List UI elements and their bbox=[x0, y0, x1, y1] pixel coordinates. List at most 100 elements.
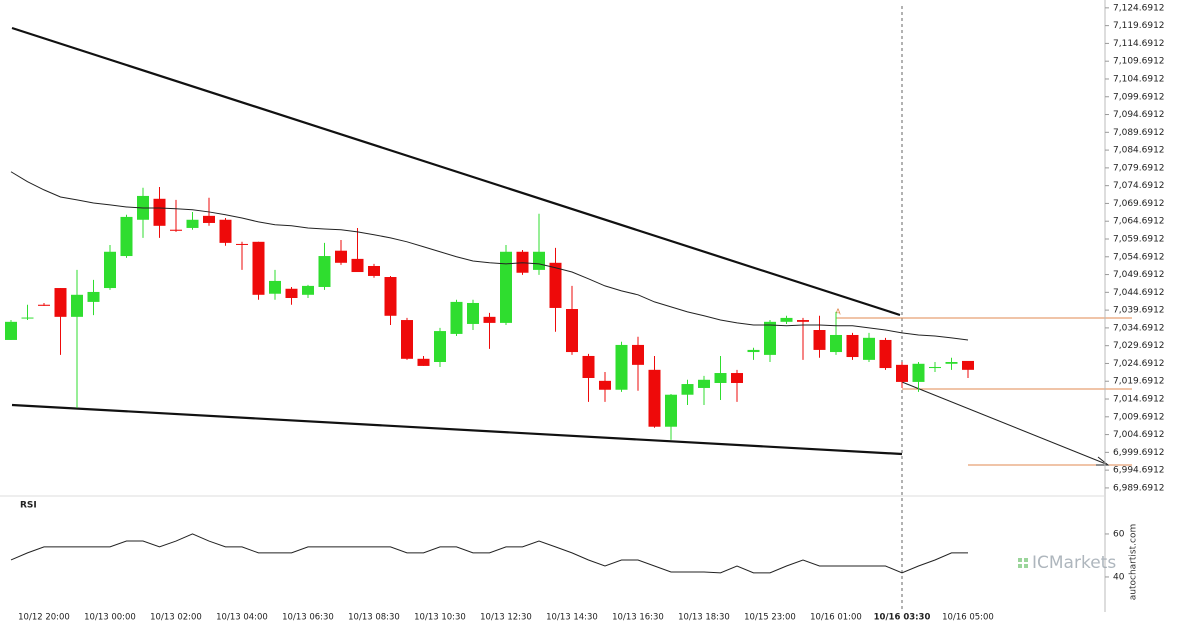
candle-body bbox=[632, 344, 644, 365]
candle-body bbox=[549, 262, 562, 308]
candle-body bbox=[698, 379, 710, 388]
candle-body bbox=[87, 291, 100, 302]
candle-body bbox=[500, 251, 512, 323]
candle-body bbox=[38, 304, 50, 306]
candle-body bbox=[434, 331, 446, 363]
candle-body bbox=[401, 320, 413, 359]
y-tick-label: 7,079.6912 bbox=[1113, 163, 1165, 173]
candle-body bbox=[813, 330, 826, 350]
y-tick-label: 40 bbox=[1113, 572, 1125, 582]
rsi-line bbox=[10, 533, 968, 574]
candle-body bbox=[665, 394, 677, 427]
logo-dot bbox=[1018, 564, 1022, 568]
candle-body bbox=[483, 316, 496, 323]
x-tick-label: 10/16 01:00 bbox=[810, 613, 862, 623]
x-tick-label: 10/13 08:30 bbox=[348, 613, 400, 623]
y-tick-label: 7,094.6912 bbox=[1113, 110, 1165, 120]
candle-body bbox=[648, 369, 661, 427]
candle-body bbox=[186, 219, 199, 228]
candle-body bbox=[599, 380, 611, 390]
y-tick-label: 7,124.6912 bbox=[1113, 3, 1165, 13]
candle-body bbox=[351, 258, 364, 273]
candle-body bbox=[714, 373, 727, 383]
x-tick-label: 10/13 04:00 bbox=[216, 613, 268, 623]
x-tick-label: 10/13 16:30 bbox=[612, 613, 664, 623]
watermark-logo bbox=[1018, 558, 1028, 568]
candle-body bbox=[153, 198, 166, 226]
candle-body bbox=[912, 363, 925, 382]
x-tick-label: 10/16 05:00 bbox=[942, 613, 994, 623]
candle-body bbox=[533, 251, 545, 270]
candle-body bbox=[764, 321, 776, 355]
forecast-arrow bbox=[901, 381, 1107, 465]
y-tick-label: 7,104.6912 bbox=[1113, 74, 1165, 84]
candle-body bbox=[236, 243, 248, 245]
y-tick-label: 7,059.6912 bbox=[1113, 234, 1165, 244]
y-tick-label: 7,034.6912 bbox=[1113, 323, 1165, 333]
y-tick-label: 7,004.6912 bbox=[1113, 430, 1165, 440]
candle-body bbox=[219, 219, 232, 243]
y-tick-label: 6,994.6912 bbox=[1113, 466, 1165, 476]
x-tick-label: 10/13 00:00 bbox=[84, 613, 136, 623]
resistance-line bbox=[11, 26, 901, 317]
candle-body bbox=[846, 334, 859, 358]
candle-body bbox=[681, 384, 694, 395]
candle-body bbox=[170, 229, 182, 231]
x-tick-label: 10/13 18:30 bbox=[678, 613, 730, 623]
candle-body bbox=[797, 320, 809, 322]
y-tick-label: 7,044.6912 bbox=[1113, 288, 1165, 298]
candle-body bbox=[269, 280, 281, 294]
candle-body bbox=[417, 358, 430, 366]
y-tick-label: 7,024.6912 bbox=[1113, 359, 1165, 369]
candle-body bbox=[830, 334, 842, 353]
y-tick-label: 7,099.6912 bbox=[1113, 92, 1165, 102]
y-tick-label: 7,109.6912 bbox=[1113, 57, 1165, 67]
candle-body bbox=[731, 373, 743, 383]
y-tick-label: 7,074.6912 bbox=[1113, 181, 1165, 191]
candle-body bbox=[929, 366, 941, 369]
x-tick-label: 10/12 20:00 bbox=[18, 613, 70, 623]
candle-body bbox=[203, 215, 215, 223]
candle-body bbox=[566, 309, 578, 353]
x-tick-label: 10/15 23:00 bbox=[744, 613, 796, 623]
candle-body bbox=[384, 277, 397, 316]
y-tick-label: 7,114.6912 bbox=[1113, 39, 1165, 49]
support-line bbox=[11, 403, 903, 456]
candle-body bbox=[516, 251, 529, 273]
y-tick-label: 60 bbox=[1113, 529, 1125, 539]
candle-body bbox=[780, 317, 793, 322]
y-tick-label: 7,069.6912 bbox=[1113, 199, 1165, 209]
y-tick-label: 7,084.6912 bbox=[1113, 146, 1165, 156]
logo-dot bbox=[1024, 558, 1028, 562]
candle-body bbox=[252, 241, 265, 295]
candle-body bbox=[120, 216, 133, 257]
x-tick-label: 10/13 10:30 bbox=[414, 613, 466, 623]
candle-body bbox=[747, 349, 760, 353]
candle-body bbox=[54, 288, 67, 317]
candle-body bbox=[896, 364, 908, 382]
candle-body bbox=[467, 302, 479, 324]
candle-body bbox=[104, 251, 116, 289]
y-tick-label: 7,089.6912 bbox=[1113, 128, 1165, 138]
candle-body bbox=[335, 250, 347, 263]
candle-body bbox=[71, 294, 83, 317]
arrow-head bbox=[1096, 456, 1110, 466]
candle-body bbox=[368, 265, 380, 276]
y-tick-label: 7,029.6912 bbox=[1113, 341, 1165, 351]
pattern-annotations bbox=[0, 0, 1132, 612]
x-tick-label: 10/13 12:30 bbox=[480, 613, 532, 623]
candle-body bbox=[302, 285, 314, 295]
candle-body bbox=[318, 256, 331, 287]
rsi-label: RSI bbox=[20, 501, 37, 511]
y-tick-label: 7,019.6912 bbox=[1113, 377, 1165, 387]
logo-dot bbox=[1018, 558, 1022, 562]
candle-body bbox=[615, 344, 628, 390]
candle-body bbox=[582, 355, 595, 379]
x-tick-label: 10/16 03:30 bbox=[874, 613, 931, 623]
y-tick-label: 6,989.6912 bbox=[1113, 483, 1165, 493]
candle-body bbox=[879, 339, 892, 369]
candle-body bbox=[285, 288, 298, 298]
candle-body bbox=[863, 337, 875, 360]
